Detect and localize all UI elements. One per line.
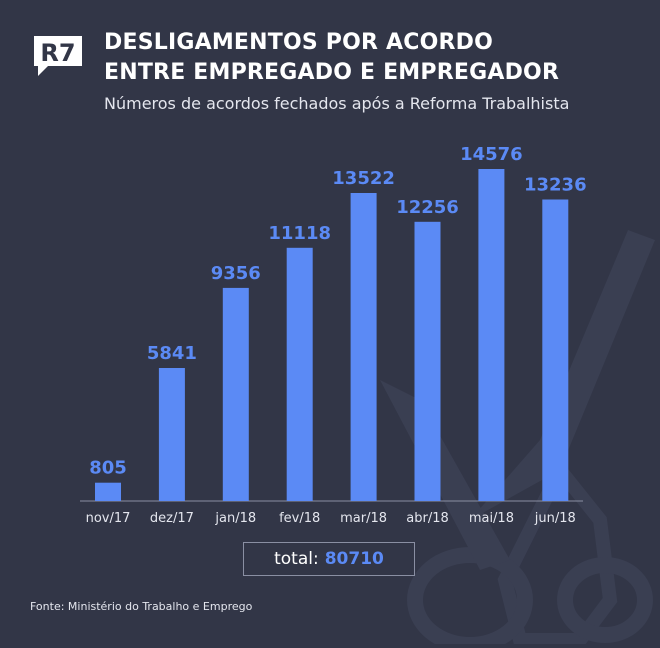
title-line-2: ENTRE EMPREGADO E EMPREGADOR [104,60,560,85]
chart-title: DESLIGAMENTOS POR ACORDO ENTRE EMPREGADO… [104,28,559,88]
title-line-1: DESLIGAMENTOS POR ACORDO [104,30,493,55]
data-label-jan-18: 9356 [211,263,261,284]
x-tick-label: dez/17 [150,511,194,526]
chart-subtitle: Números de acordos fechados após a Refor… [104,94,570,113]
bar-mar-18 [350,193,377,501]
data-label-dez-17: 5841 [147,343,197,364]
x-tick-label: jun/18 [534,511,576,526]
data-label-abr-18: 12256 [396,197,459,218]
x-tick-label: mar/18 [340,511,387,526]
data-label-mai-18: 14576 [460,144,523,165]
x-tick-label: mai/18 [469,511,514,526]
x-tick-label: jan/18 [214,511,256,526]
total-label: total: [274,549,319,569]
bar-jan-18 [222,287,249,501]
total-value: 80710 [324,549,384,569]
x-tick-label: fev/18 [279,511,320,526]
x-tick-label: nov/17 [86,511,131,526]
data-label-nov-17: 805 [89,458,127,479]
x-tick-label: abr/18 [406,511,449,526]
bar-mai-18 [478,169,505,501]
bar-jun-18 [542,199,569,501]
bar-dez-17 [158,368,185,501]
data-label-jun-18: 13236 [524,175,587,196]
source-note: Fonte: Ministério do Trabalho e Emprego [30,600,253,613]
total-box: total: 80710 [243,542,415,576]
r7-logo: R7 [34,36,82,76]
bar-fev-18 [286,247,313,501]
data-label-fev-18: 11118 [268,223,331,244]
bar-nov-17 [95,482,121,501]
logo-text: R7 [40,39,75,67]
data-label-mar-18: 13522 [332,168,395,189]
bar-abr-18 [414,221,441,502]
